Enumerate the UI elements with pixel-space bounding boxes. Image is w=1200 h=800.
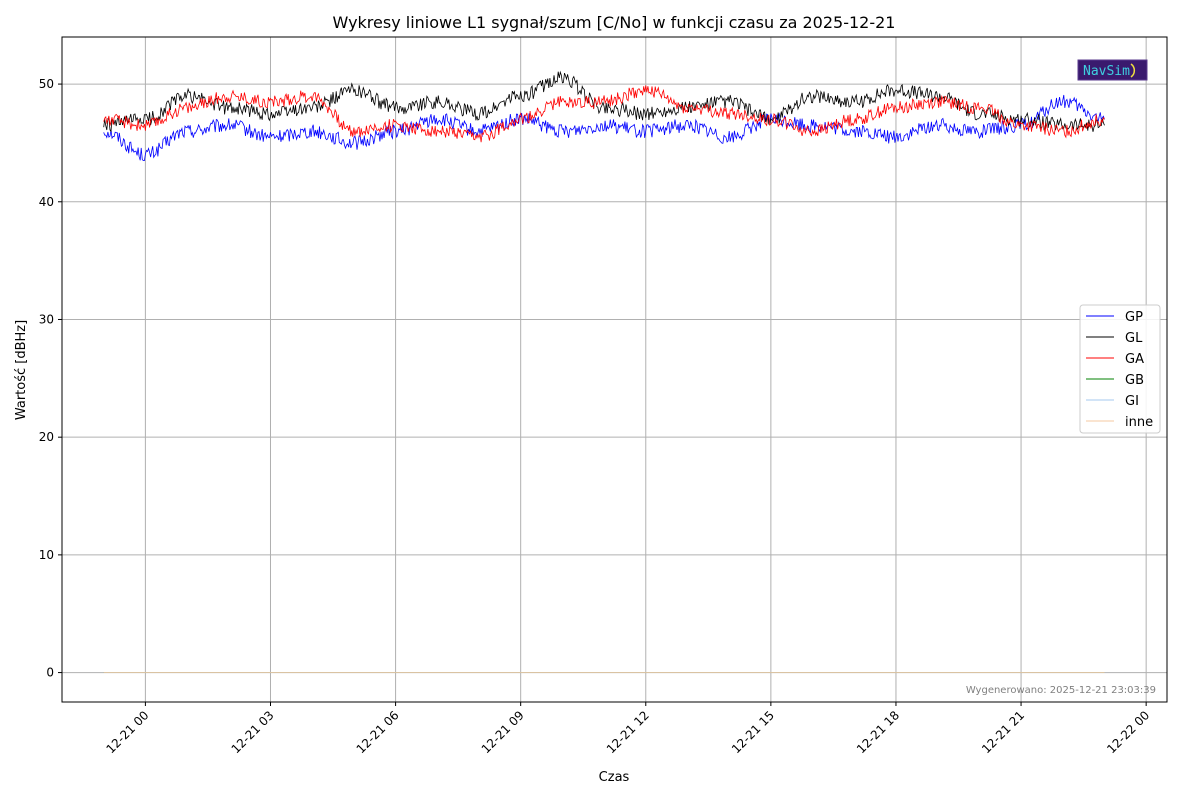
x-axis-label: Czas (599, 770, 630, 785)
logo-text: NavSim (1083, 64, 1130, 79)
legend-box (1079, 304, 1161, 434)
legend-label: inne (1125, 415, 1153, 430)
y-tick-label: 10 (39, 548, 54, 562)
series-line-gp (103, 94, 1105, 161)
y-axis-label: Wartość [dBHz] (14, 320, 29, 420)
legend-label: GP (1125, 310, 1143, 325)
x-tick-label: 12-21 09 (479, 708, 527, 756)
grid (62, 37, 1167, 702)
generated-note: Wygenerowano: 2025-12-21 23:03:39 (966, 685, 1156, 696)
legend-label: GB (1125, 373, 1144, 388)
y-tick-label: 40 (39, 195, 54, 209)
y-tick-label: 30 (39, 312, 54, 326)
legend-label: GL (1125, 331, 1143, 346)
legend: GP GL GA GB GI inne (1079, 304, 1161, 434)
y-axis: 0 10 20 30 40 50 (39, 77, 62, 680)
x-tick-label: 12-21 21 (979, 708, 1027, 756)
logo: NavSim (1077, 59, 1148, 81)
legend-label: GA (1125, 352, 1144, 367)
x-tick-label: 12-22 00 (1104, 708, 1152, 756)
x-tick-label: 12-21 12 (604, 708, 652, 756)
logo-arc-icon (1130, 63, 1136, 78)
x-tick-label: 12-21 00 (103, 708, 151, 756)
y-tick-label: 0 (46, 666, 54, 680)
y-tick-label: 50 (39, 77, 54, 91)
plot-frame (61, 36, 1168, 703)
legend-label: GI (1125, 394, 1139, 409)
logo-background (1077, 59, 1148, 81)
x-tick-label: 12-21 06 (354, 708, 402, 756)
series-line-gl (103, 70, 1105, 133)
x-axis: 12-21 00 12-21 03 12-21 06 12-21 09 12-21 12… (103, 702, 1152, 756)
x-tick-label: 12-21 15 (729, 708, 777, 756)
x-tick-label: 12-21 18 (854, 708, 902, 756)
x-tick-label: 12-21 03 (229, 708, 277, 756)
y-tick-label: 20 (39, 430, 54, 444)
series-layer (103, 70, 1105, 673)
series-line-ga (103, 85, 1105, 143)
chart-title: Wykresy liniowe L1 sygnał/szum [C/No] w … (333, 13, 896, 32)
